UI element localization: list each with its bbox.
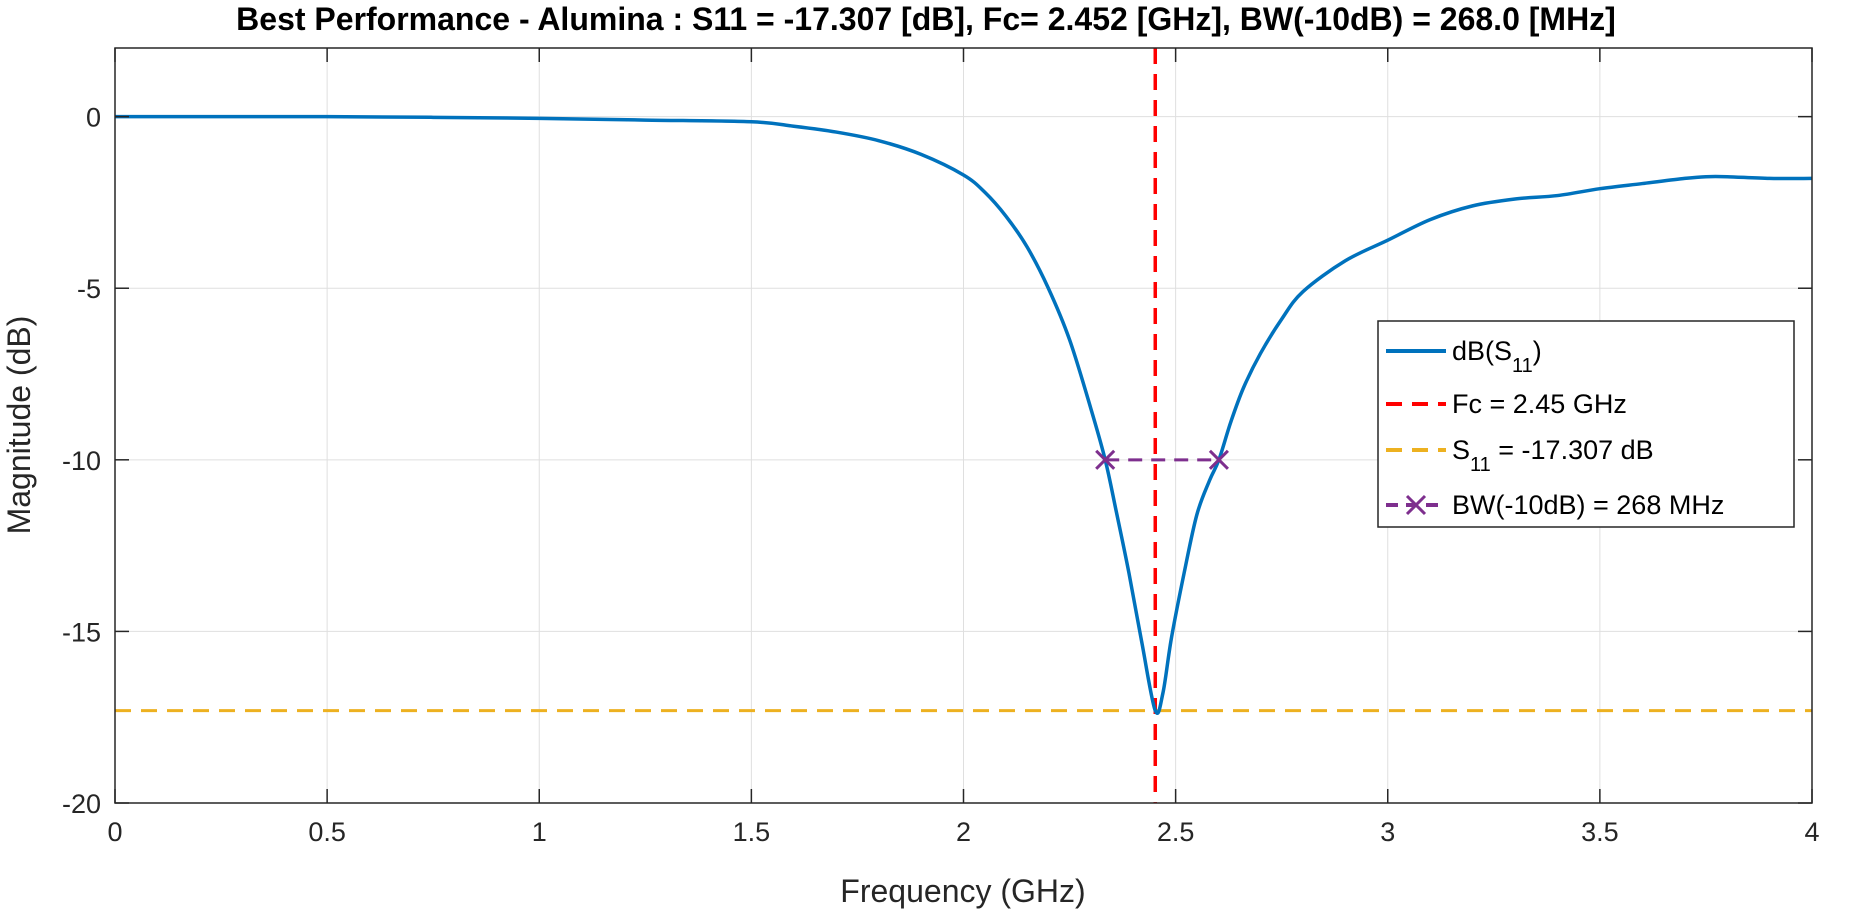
x-tick-label: 3 [1380,817,1395,847]
x-tick-label: 4 [1804,817,1819,847]
series-lines [115,114,1813,715]
bw-marker [1095,449,1116,470]
y-tick-label: -20 [62,789,101,819]
y-tick-label: -15 [62,617,101,647]
x-tick-label: 1.5 [733,817,771,847]
x-axis-label: Frequency (GHz) [840,873,1085,909]
x-tick-label: 1 [532,817,547,847]
legend-bw-marker [1405,494,1427,516]
bw-marker [1208,449,1229,470]
y-axis-label: Magnitude (dB) [1,316,37,535]
legend: dB(S11) Fc = 2.45 GHz S11 = -17.307 dB B… [1377,320,1795,528]
reference-lines [115,48,1812,803]
y-tick-label: 0 [86,103,101,133]
legend-label-bw: BW(-10dB) = 268 MHz [1452,490,1724,520]
x-tick-label: 2 [956,817,971,847]
bw-marker-stroke [1208,449,1229,470]
y-tick-label: -5 [77,274,101,304]
legend-label-s11: dB(S11) [1452,336,1542,377]
ticks: 0 0.5 1 1.5 2 2.5 3 3.5 4 -20 -15 -10 -5 0 [62,48,1820,847]
legend-label-s11-level: S11 = -17.307 dB [1452,435,1654,476]
legend-label-fc: Fc = 2.45 GHz [1452,389,1627,419]
x-tick-label: 0.5 [308,817,346,847]
x-tick-label: 2.5 [1157,817,1195,847]
chart-title: Best Performance - Alumina : S11 = -17.3… [236,1,1616,37]
bw-marker-stroke [1095,449,1116,470]
x-tick-label: 3.5 [1581,817,1619,847]
y-tick-label: -10 [62,446,101,476]
s11-curve [115,114,1813,715]
legend-box [1377,320,1795,528]
x-tick-label: 0 [107,817,122,847]
